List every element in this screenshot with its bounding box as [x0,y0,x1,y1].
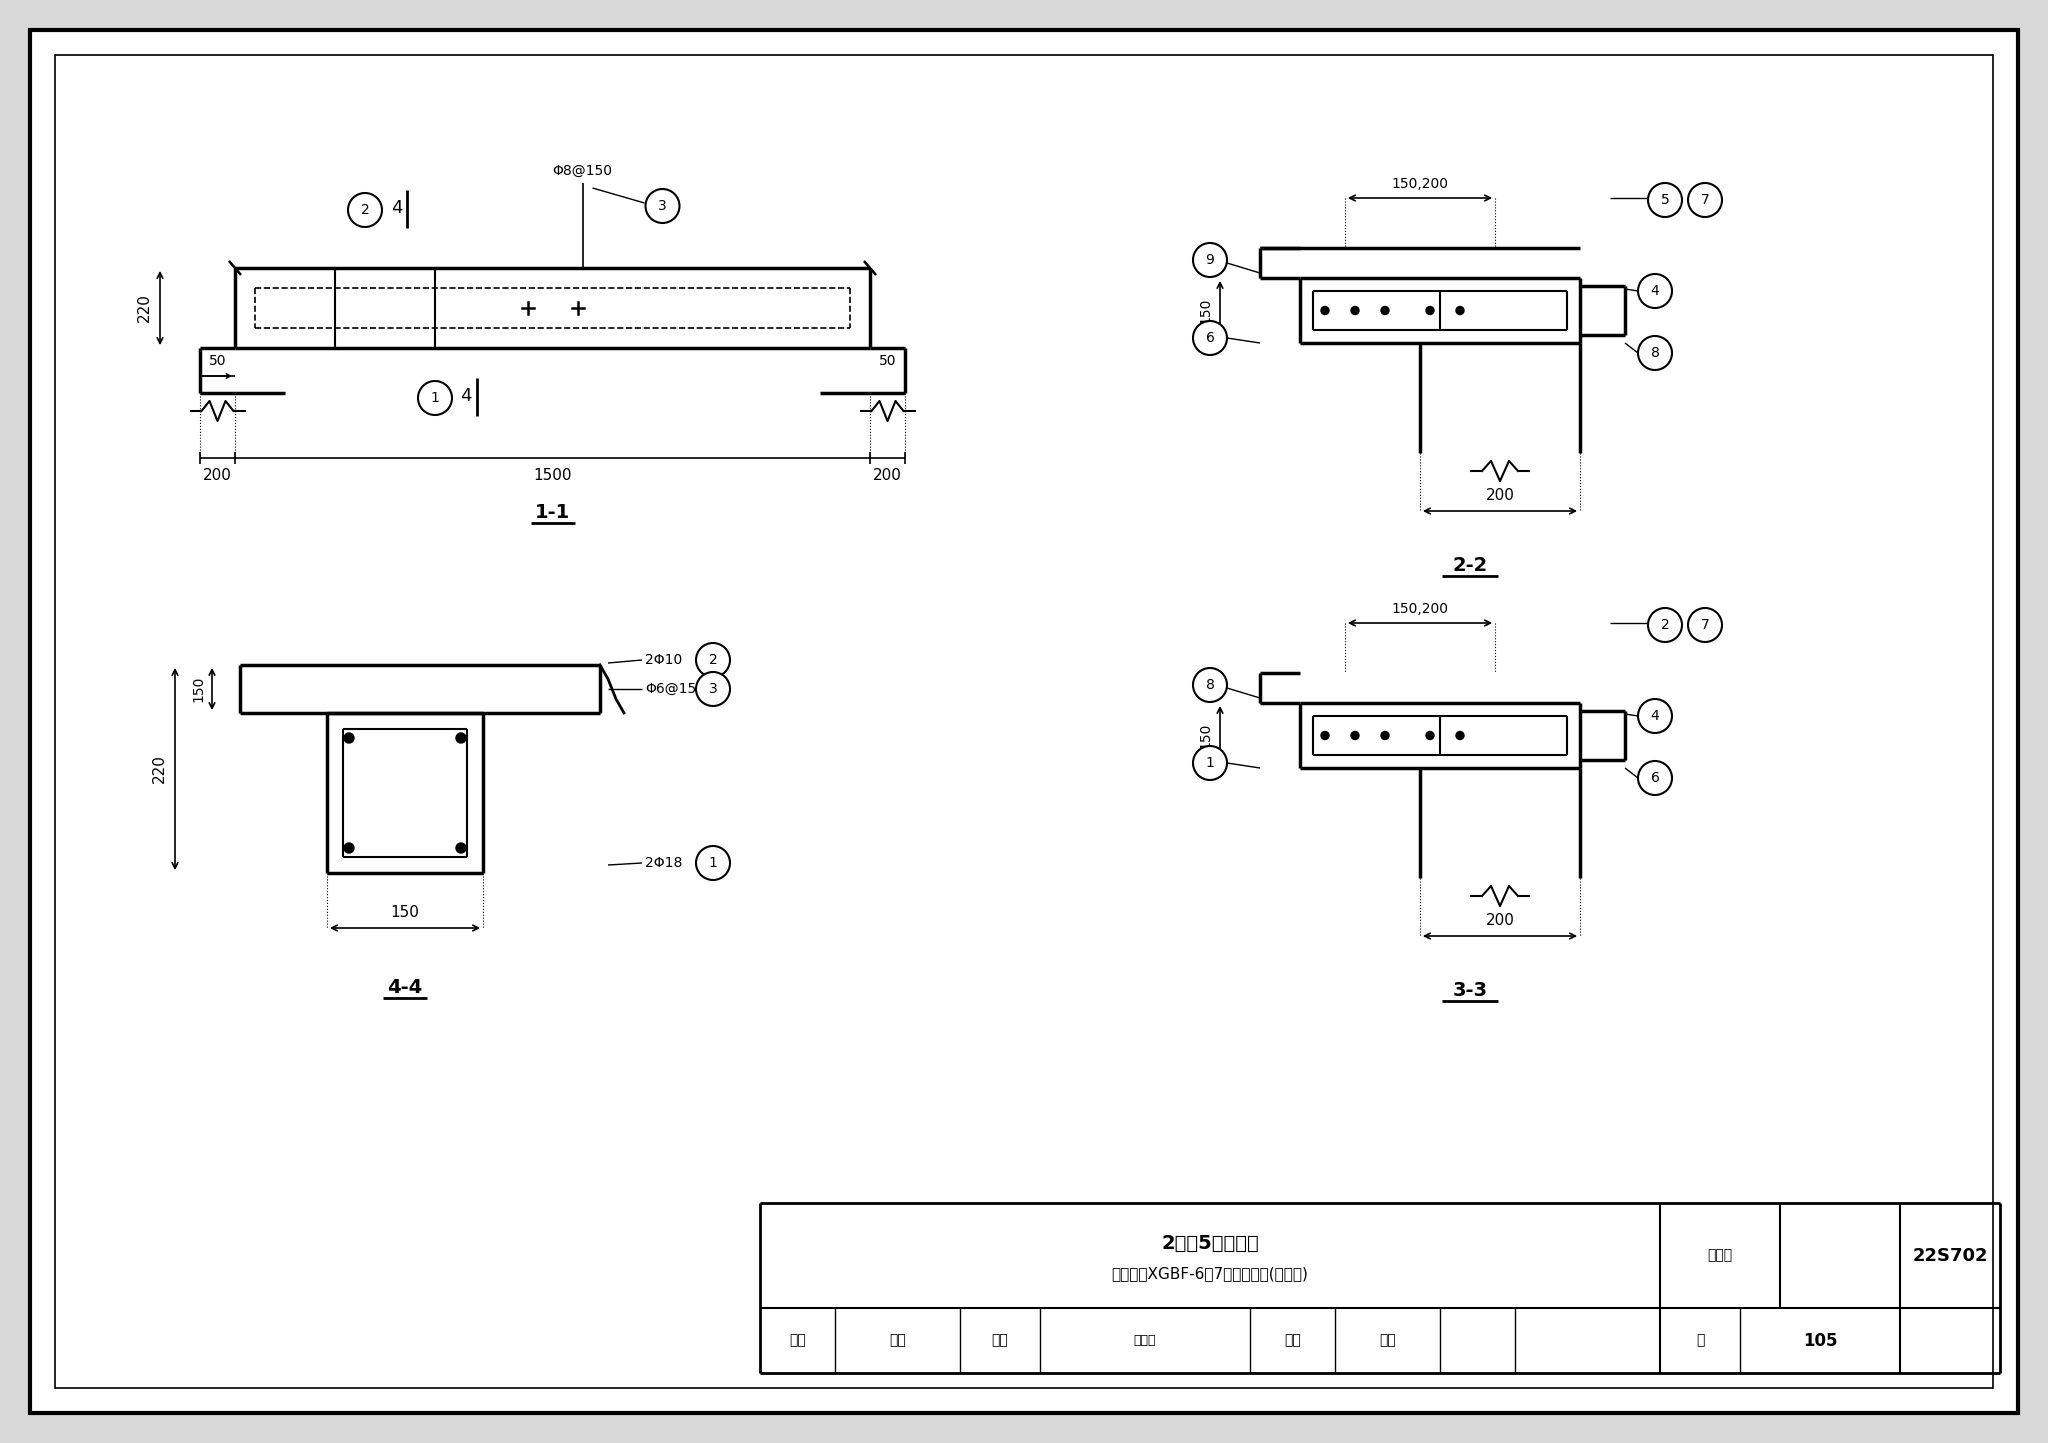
Text: 审核: 审核 [788,1333,805,1348]
Text: 2Φ18: 2Φ18 [645,856,682,870]
Circle shape [696,846,729,880]
Circle shape [1688,608,1722,642]
Text: 5: 5 [1661,193,1669,206]
Text: 4: 4 [1651,709,1659,723]
Text: 图集号: 图集号 [1708,1248,1733,1263]
Circle shape [344,843,354,853]
Circle shape [1194,320,1227,355]
Circle shape [1352,306,1360,315]
Circle shape [1321,306,1329,315]
Circle shape [1425,306,1434,315]
Text: 1: 1 [430,391,440,405]
Text: 现浇盖板XGBF-6、7配筋剖面图(有覆土): 现浇盖板XGBF-6、7配筋剖面图(有覆土) [1112,1266,1309,1281]
Text: 50: 50 [879,354,897,368]
Circle shape [696,672,729,706]
Text: 2: 2 [1661,618,1669,632]
Text: 8: 8 [1651,346,1659,359]
Circle shape [1638,274,1671,307]
Text: 1500: 1500 [532,468,571,483]
Circle shape [1321,732,1329,739]
Circle shape [645,189,680,224]
Text: 150,200: 150,200 [1391,602,1448,616]
Text: 105: 105 [1802,1332,1837,1349]
Text: 2: 2 [709,654,717,667]
Text: 2-2: 2-2 [1452,556,1487,574]
Text: 3: 3 [657,199,668,214]
Text: 200: 200 [1485,913,1513,928]
Circle shape [457,733,467,743]
Circle shape [1456,732,1464,739]
Text: 150: 150 [1198,297,1212,323]
Text: 7: 7 [1700,618,1710,632]
Circle shape [1194,668,1227,701]
Circle shape [418,381,453,416]
Text: 1-1: 1-1 [535,504,569,522]
Circle shape [1649,608,1681,642]
Text: 6: 6 [1206,330,1214,345]
Circle shape [1638,760,1671,795]
Text: 2号～5号化粪池: 2号～5号化粪池 [1161,1234,1260,1253]
Text: 22S702: 22S702 [1913,1247,1989,1264]
Text: 4: 4 [1651,284,1659,299]
Circle shape [1456,306,1464,315]
Text: 王军: 王军 [889,1333,905,1348]
Text: 2: 2 [360,203,369,216]
Text: 220: 220 [152,755,168,784]
Circle shape [1425,732,1434,739]
Text: 7: 7 [1700,193,1710,206]
Text: Φ6@150: Φ6@150 [645,683,705,696]
Text: 200: 200 [203,468,231,483]
Text: 1: 1 [1206,756,1214,771]
Text: 150: 150 [1198,723,1212,749]
Text: 夏天: 夏天 [1378,1333,1397,1348]
Text: 150,200: 150,200 [1391,177,1448,190]
Circle shape [344,733,354,743]
Text: 2Φ10: 2Φ10 [645,654,682,667]
Circle shape [1649,183,1681,216]
Text: 50: 50 [209,354,225,368]
Circle shape [1638,336,1671,369]
Circle shape [1194,242,1227,277]
Circle shape [1638,698,1671,733]
Text: 4: 4 [461,387,471,405]
Text: 150: 150 [190,675,205,703]
Text: 校对: 校对 [991,1333,1008,1348]
Text: 9: 9 [1206,253,1214,267]
Text: 3-3: 3-3 [1452,981,1487,1000]
Text: 6: 6 [1651,771,1659,785]
Text: 150: 150 [391,905,420,921]
Circle shape [348,193,383,227]
Circle shape [1352,732,1360,739]
Text: 220: 220 [137,293,152,322]
Circle shape [1380,732,1389,739]
Text: 设计: 设计 [1284,1333,1300,1348]
Text: 页: 页 [1696,1333,1704,1348]
Circle shape [1380,306,1389,315]
Circle shape [1688,183,1722,216]
Text: 8: 8 [1206,678,1214,693]
Text: Φ8@150: Φ8@150 [553,165,612,177]
Text: 4: 4 [391,199,403,216]
Text: 洪财滨: 洪财滨 [1135,1335,1157,1348]
Circle shape [696,644,729,677]
Text: 4-4: 4-4 [387,978,422,997]
Text: 3: 3 [709,683,717,696]
Text: 200: 200 [1485,488,1513,504]
Circle shape [457,843,467,853]
Text: 1: 1 [709,856,717,870]
Text: 200: 200 [872,468,901,483]
Circle shape [1194,746,1227,781]
